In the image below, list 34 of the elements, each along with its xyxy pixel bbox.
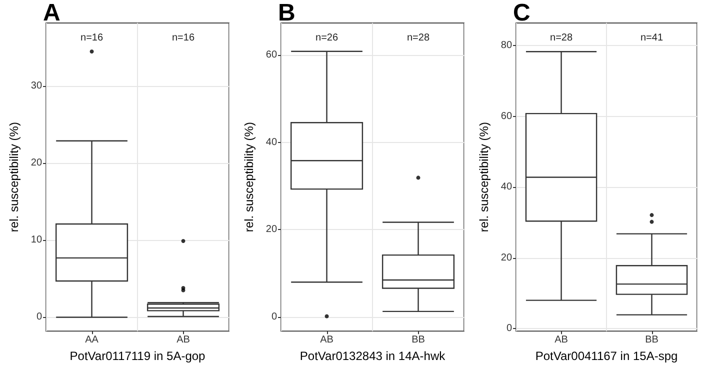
y-axis-title: rel. susceptibility (%) bbox=[7, 122, 21, 232]
y-tick-label: 20 bbox=[30, 158, 42, 169]
y-tick-label: 20 bbox=[266, 224, 278, 236]
chart-title: C bbox=[513, 0, 530, 26]
y-tick-label: 80 bbox=[500, 40, 512, 52]
x-tick-label: BB bbox=[412, 334, 426, 346]
x-axis-title: PotVar0041167 in 15A-spg bbox=[535, 349, 678, 363]
y-tick-label: 20 bbox=[500, 252, 512, 264]
y-tick-label: 0 bbox=[36, 312, 42, 323]
x-tick-label: AB bbox=[176, 334, 190, 346]
y-tick-label: 10 bbox=[30, 234, 42, 246]
annotation: n=16 bbox=[80, 32, 104, 44]
annotation: n=26 bbox=[316, 32, 338, 44]
y-tick-label: 60 bbox=[266, 49, 278, 60]
x-tick-label: AB bbox=[554, 334, 568, 346]
x-axis-title: PotVar0117119 in 5A-gop bbox=[70, 349, 206, 363]
y-tick-label: 60 bbox=[500, 110, 512, 122]
y-tick-label: 0 bbox=[271, 312, 278, 323]
x-tick-label: BB bbox=[645, 334, 659, 346]
x-axis-title: PotVar0132843 in 14A-hwk bbox=[300, 349, 446, 363]
chart-title: B bbox=[278, 0, 296, 26]
y-tick-label: 40 bbox=[266, 136, 278, 148]
y-tick-label: 0 bbox=[506, 323, 512, 334]
annotation: n=28 bbox=[406, 32, 430, 44]
chart-title: A bbox=[43, 0, 60, 26]
y-axis-title: rel. susceptibility (%) bbox=[477, 122, 491, 232]
y-tick-label: 30 bbox=[30, 80, 42, 92]
y-axis-title: rel. susceptibility (%) bbox=[242, 122, 256, 232]
annotation: n=28 bbox=[550, 32, 573, 44]
annotation: n=41 bbox=[640, 32, 664, 44]
x-tick-label: AB bbox=[320, 334, 334, 346]
y-tick-label: 40 bbox=[500, 182, 512, 193]
annotation: n=16 bbox=[172, 32, 195, 44]
x-tick-label: AA bbox=[85, 334, 99, 346]
